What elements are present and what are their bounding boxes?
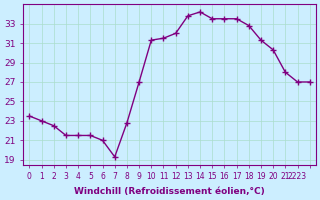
- X-axis label: Windchill (Refroidissement éolien,°C): Windchill (Refroidissement éolien,°C): [74, 187, 265, 196]
